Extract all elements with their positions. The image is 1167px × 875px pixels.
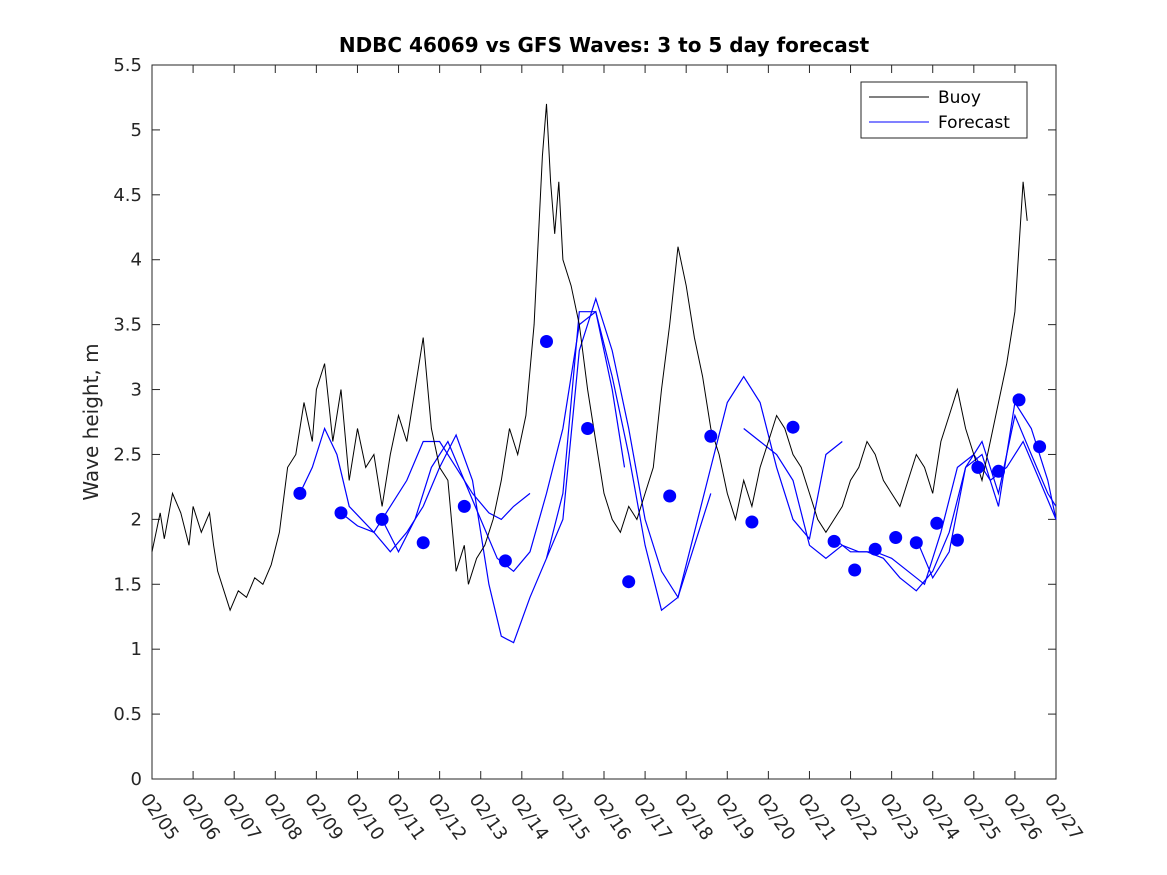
forecast-marker — [1012, 393, 1026, 407]
y-tick-label: 1 — [131, 639, 142, 660]
forecast-markers — [293, 335, 1047, 589]
y-axis-ticks: 0 0.5 1 1.5 2 2.5 3 3.5 4 4.5 5 5.5 — [113, 55, 1056, 790]
legend-box — [860, 81, 1028, 139]
forecast-marker — [663, 489, 677, 503]
buoy-series-line — [151, 103, 1028, 612]
forecast-line — [545, 296, 843, 599]
forecast-marker — [848, 563, 862, 577]
forecast-line — [299, 426, 531, 534]
forecast-marker — [334, 506, 348, 520]
forecast-marker — [293, 486, 307, 500]
y-tick-label: 3 — [131, 380, 142, 401]
legend-forecast-label: Forecast — [938, 113, 1010, 133]
forecast-marker — [909, 536, 923, 550]
legend: Buoy Forecast — [860, 81, 1028, 139]
forecast-marker — [375, 512, 389, 526]
y-tick-label: 4 — [131, 250, 142, 271]
y-tick-label: 2.5 — [113, 444, 142, 465]
y-tick-label: 5.5 — [113, 55, 142, 76]
y-tick-label: 1.5 — [113, 574, 142, 595]
forecast-marker — [622, 575, 636, 589]
y-tick-label: 0.5 — [113, 704, 142, 725]
forecast-line — [381, 310, 712, 612]
buoy-line — [151, 103, 1028, 612]
forecast-marker — [971, 460, 985, 474]
y-tick-label: 5 — [131, 120, 142, 141]
y-axis-label: Wave height, m — [79, 343, 103, 500]
forecast-marker — [704, 429, 718, 443]
forecast-marker — [889, 531, 903, 544]
forecast-marker — [827, 534, 841, 548]
legend-buoy-label: Buoy — [938, 88, 981, 108]
forecast-marker — [540, 335, 553, 348]
forecast-marker — [868, 542, 882, 556]
y-tick-label: 3.5 — [113, 315, 142, 336]
y-tick-label: 0 — [131, 769, 142, 790]
forecast-marker — [992, 464, 1005, 478]
forecast-marker — [950, 533, 964, 547]
forecast-line — [915, 400, 1057, 580]
forecast-marker — [1033, 440, 1047, 454]
forecast-marker — [416, 536, 430, 550]
chart-title: NDBC 46069 vs GFS Waves: 3 to 5 day fore… — [339, 33, 870, 57]
forecast-line — [340, 311, 626, 644]
y-tick-label: 2 — [131, 509, 142, 530]
plot-area — [151, 64, 1057, 780]
forecast-marker — [930, 516, 944, 530]
forecast-marker — [786, 420, 800, 434]
forecast-marker — [581, 422, 595, 435]
forecast-marker — [457, 499, 471, 513]
forecast-marker — [745, 515, 759, 529]
forecast-series-lines — [299, 296, 1057, 644]
forecast-marker — [498, 554, 512, 568]
y-tick-label: 4.5 — [113, 185, 142, 206]
